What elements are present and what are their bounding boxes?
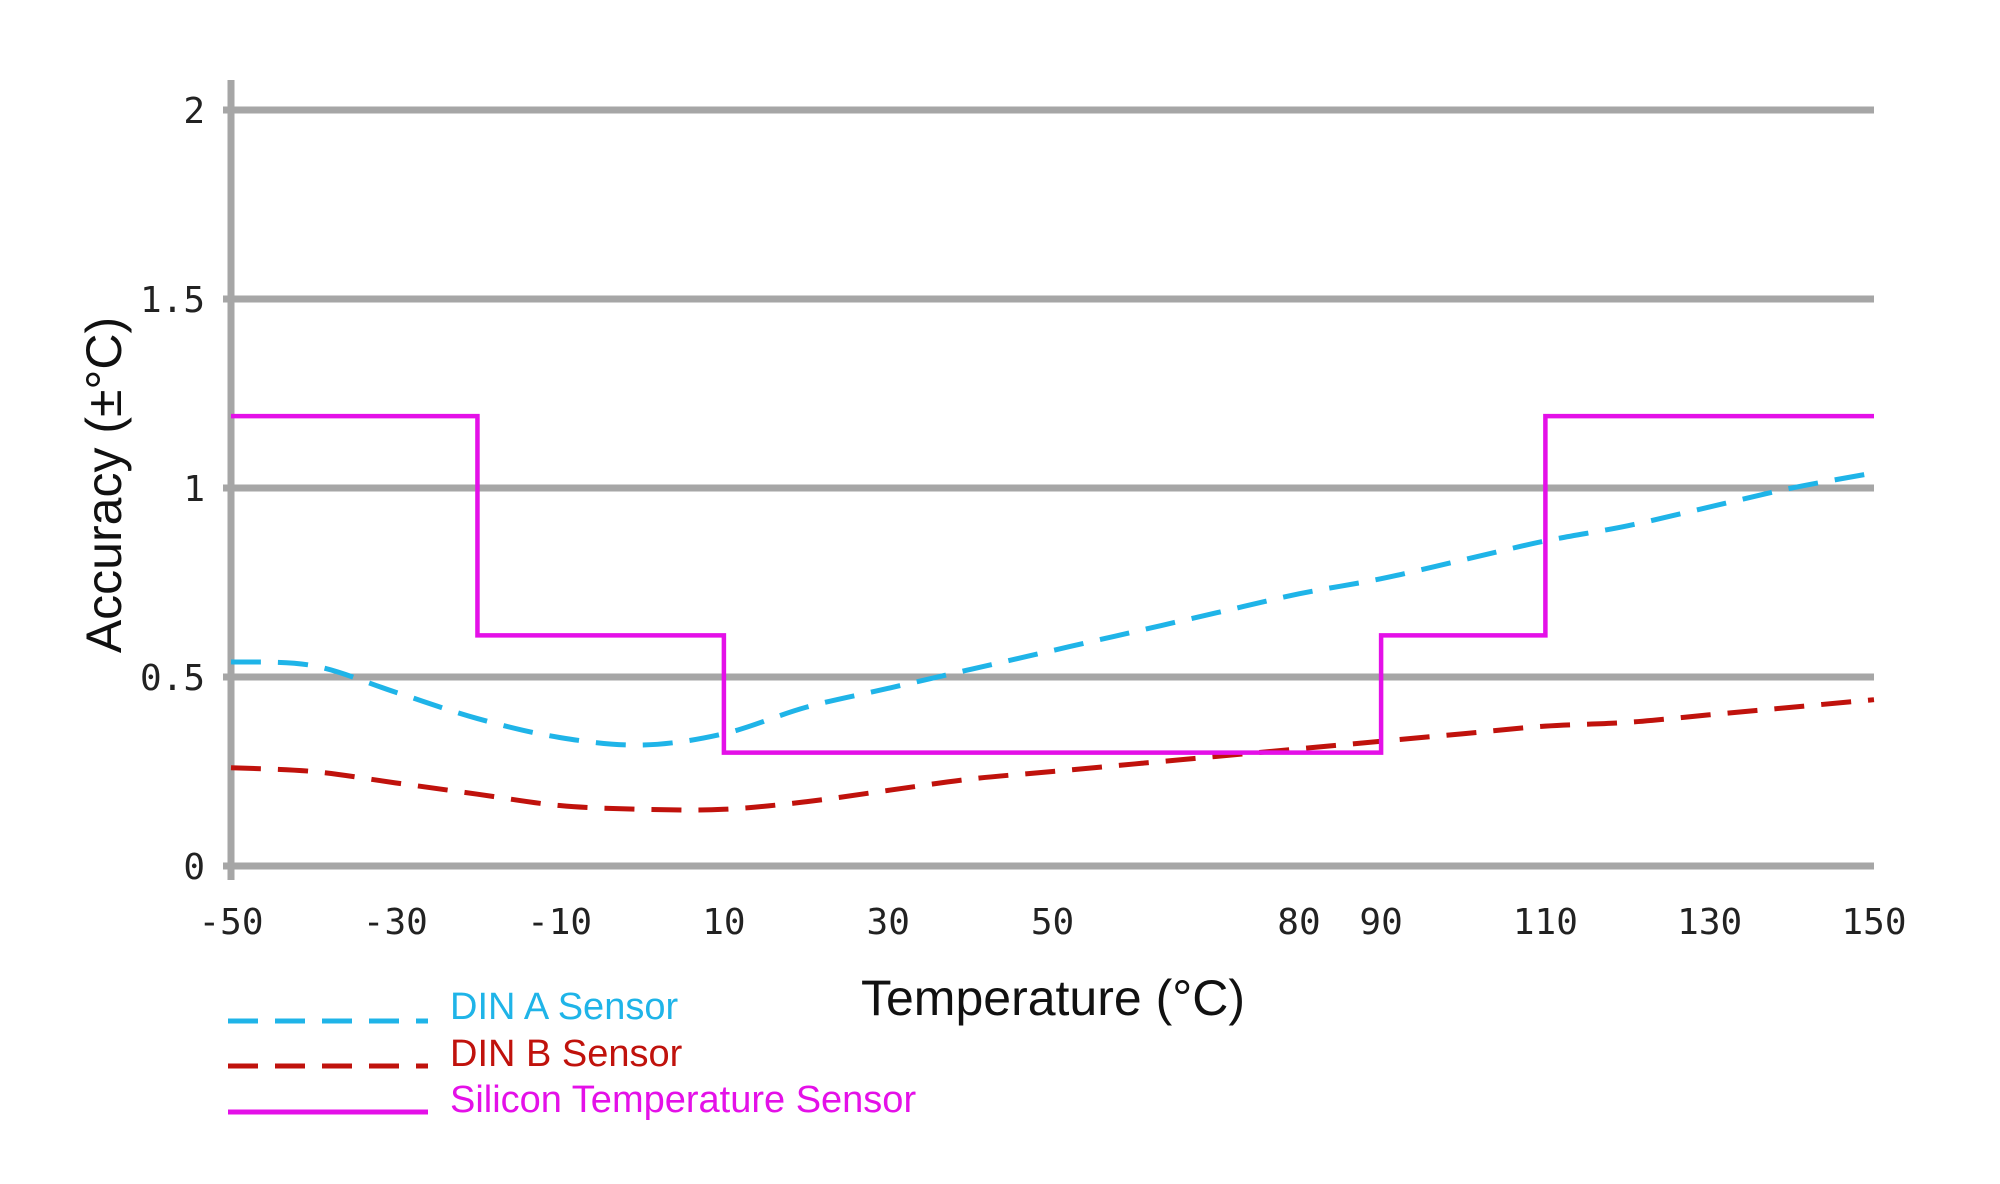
legend-label-silicon: Silicon Temperature Sensor bbox=[450, 1079, 916, 1121]
x-tick-label: 50 bbox=[1031, 902, 1074, 943]
x-tick-label: -50 bbox=[198, 902, 263, 943]
legend-label-din-b: DIN B Sensor bbox=[450, 1033, 683, 1075]
y-tick-label: 0.5 bbox=[140, 658, 205, 699]
grid-lines bbox=[223, 106, 1874, 870]
x-tick-label: 30 bbox=[867, 902, 910, 943]
y-axis-title: Accuracy (±°C) bbox=[76, 317, 132, 653]
x-tick-label: 90 bbox=[1359, 902, 1402, 943]
x-tick-label: 150 bbox=[1841, 902, 1906, 943]
y-tick-label: 1 bbox=[183, 469, 205, 510]
x-axis-title: Temperature (°C) bbox=[861, 970, 1245, 1026]
legend-label-din-a: DIN A Sensor bbox=[450, 986, 678, 1028]
x-tick-label: 110 bbox=[1513, 902, 1578, 943]
y-tick-label: 2 bbox=[183, 91, 205, 132]
x-tick-labels: -50 -30 -10 10 30 50 80 90 110 130 150 bbox=[198, 902, 1906, 943]
y-tick-label: 0 bbox=[183, 847, 205, 888]
series-line-2 bbox=[231, 413, 1874, 755]
series-line-1 bbox=[230, 697, 1875, 813]
y-tick-labels: 0 0.5 1 1.5 2 bbox=[140, 91, 205, 888]
x-tick-label: -30 bbox=[363, 902, 428, 943]
x-tick-label: 130 bbox=[1677, 902, 1742, 943]
x-tick-label: -10 bbox=[527, 902, 592, 943]
plot-series bbox=[230, 413, 1875, 813]
legend: DIN A Sensor DIN B Sensor Silicon Temper… bbox=[228, 986, 916, 1121]
y-tick-label: 1.5 bbox=[140, 280, 205, 321]
x-tick-label: 10 bbox=[702, 902, 745, 943]
x-tick-label: 80 bbox=[1277, 902, 1320, 943]
